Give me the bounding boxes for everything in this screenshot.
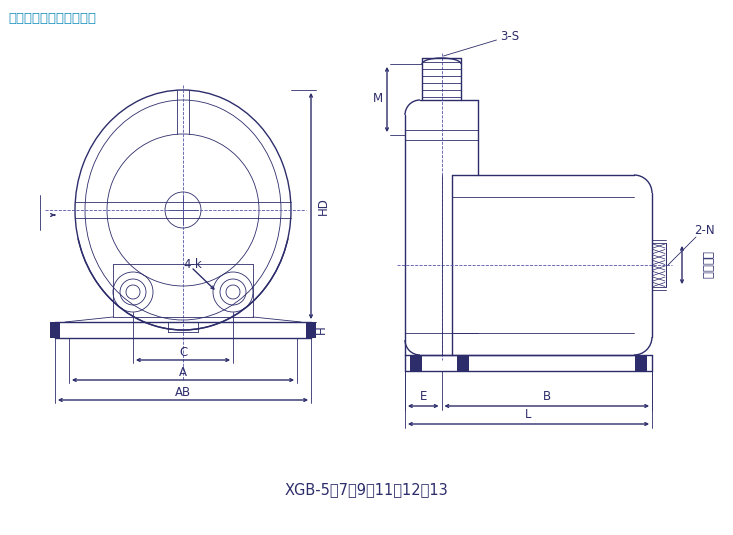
Text: M: M [373, 93, 383, 105]
Text: 4-k: 4-k [184, 257, 202, 271]
Bar [50, 322, 60, 338]
Bar [410, 355, 422, 371]
Text: 2-N: 2-N [693, 224, 715, 236]
Text: 一、旋涡气泵技术参数：: 一、旋涡气泵技术参数： [8, 12, 96, 25]
Bar [635, 355, 647, 371]
Text: HD: HD [317, 197, 330, 215]
Text: H: H [314, 326, 328, 334]
Text: XGB-5；7；9；11；12；13: XGB-5；7；9；11；12；13 [284, 483, 449, 498]
Text: A: A [179, 365, 187, 378]
Text: 3-S: 3-S [500, 29, 519, 42]
Bar [457, 355, 469, 371]
Bar [652, 243, 666, 287]
Text: L: L [526, 409, 531, 422]
Text: 进出气口: 进出气口 [701, 251, 713, 279]
Text: E: E [419, 391, 427, 403]
Bar [306, 322, 316, 338]
Text: AB: AB [175, 386, 191, 399]
Text: B: B [542, 391, 550, 403]
Text: C: C [179, 346, 187, 358]
